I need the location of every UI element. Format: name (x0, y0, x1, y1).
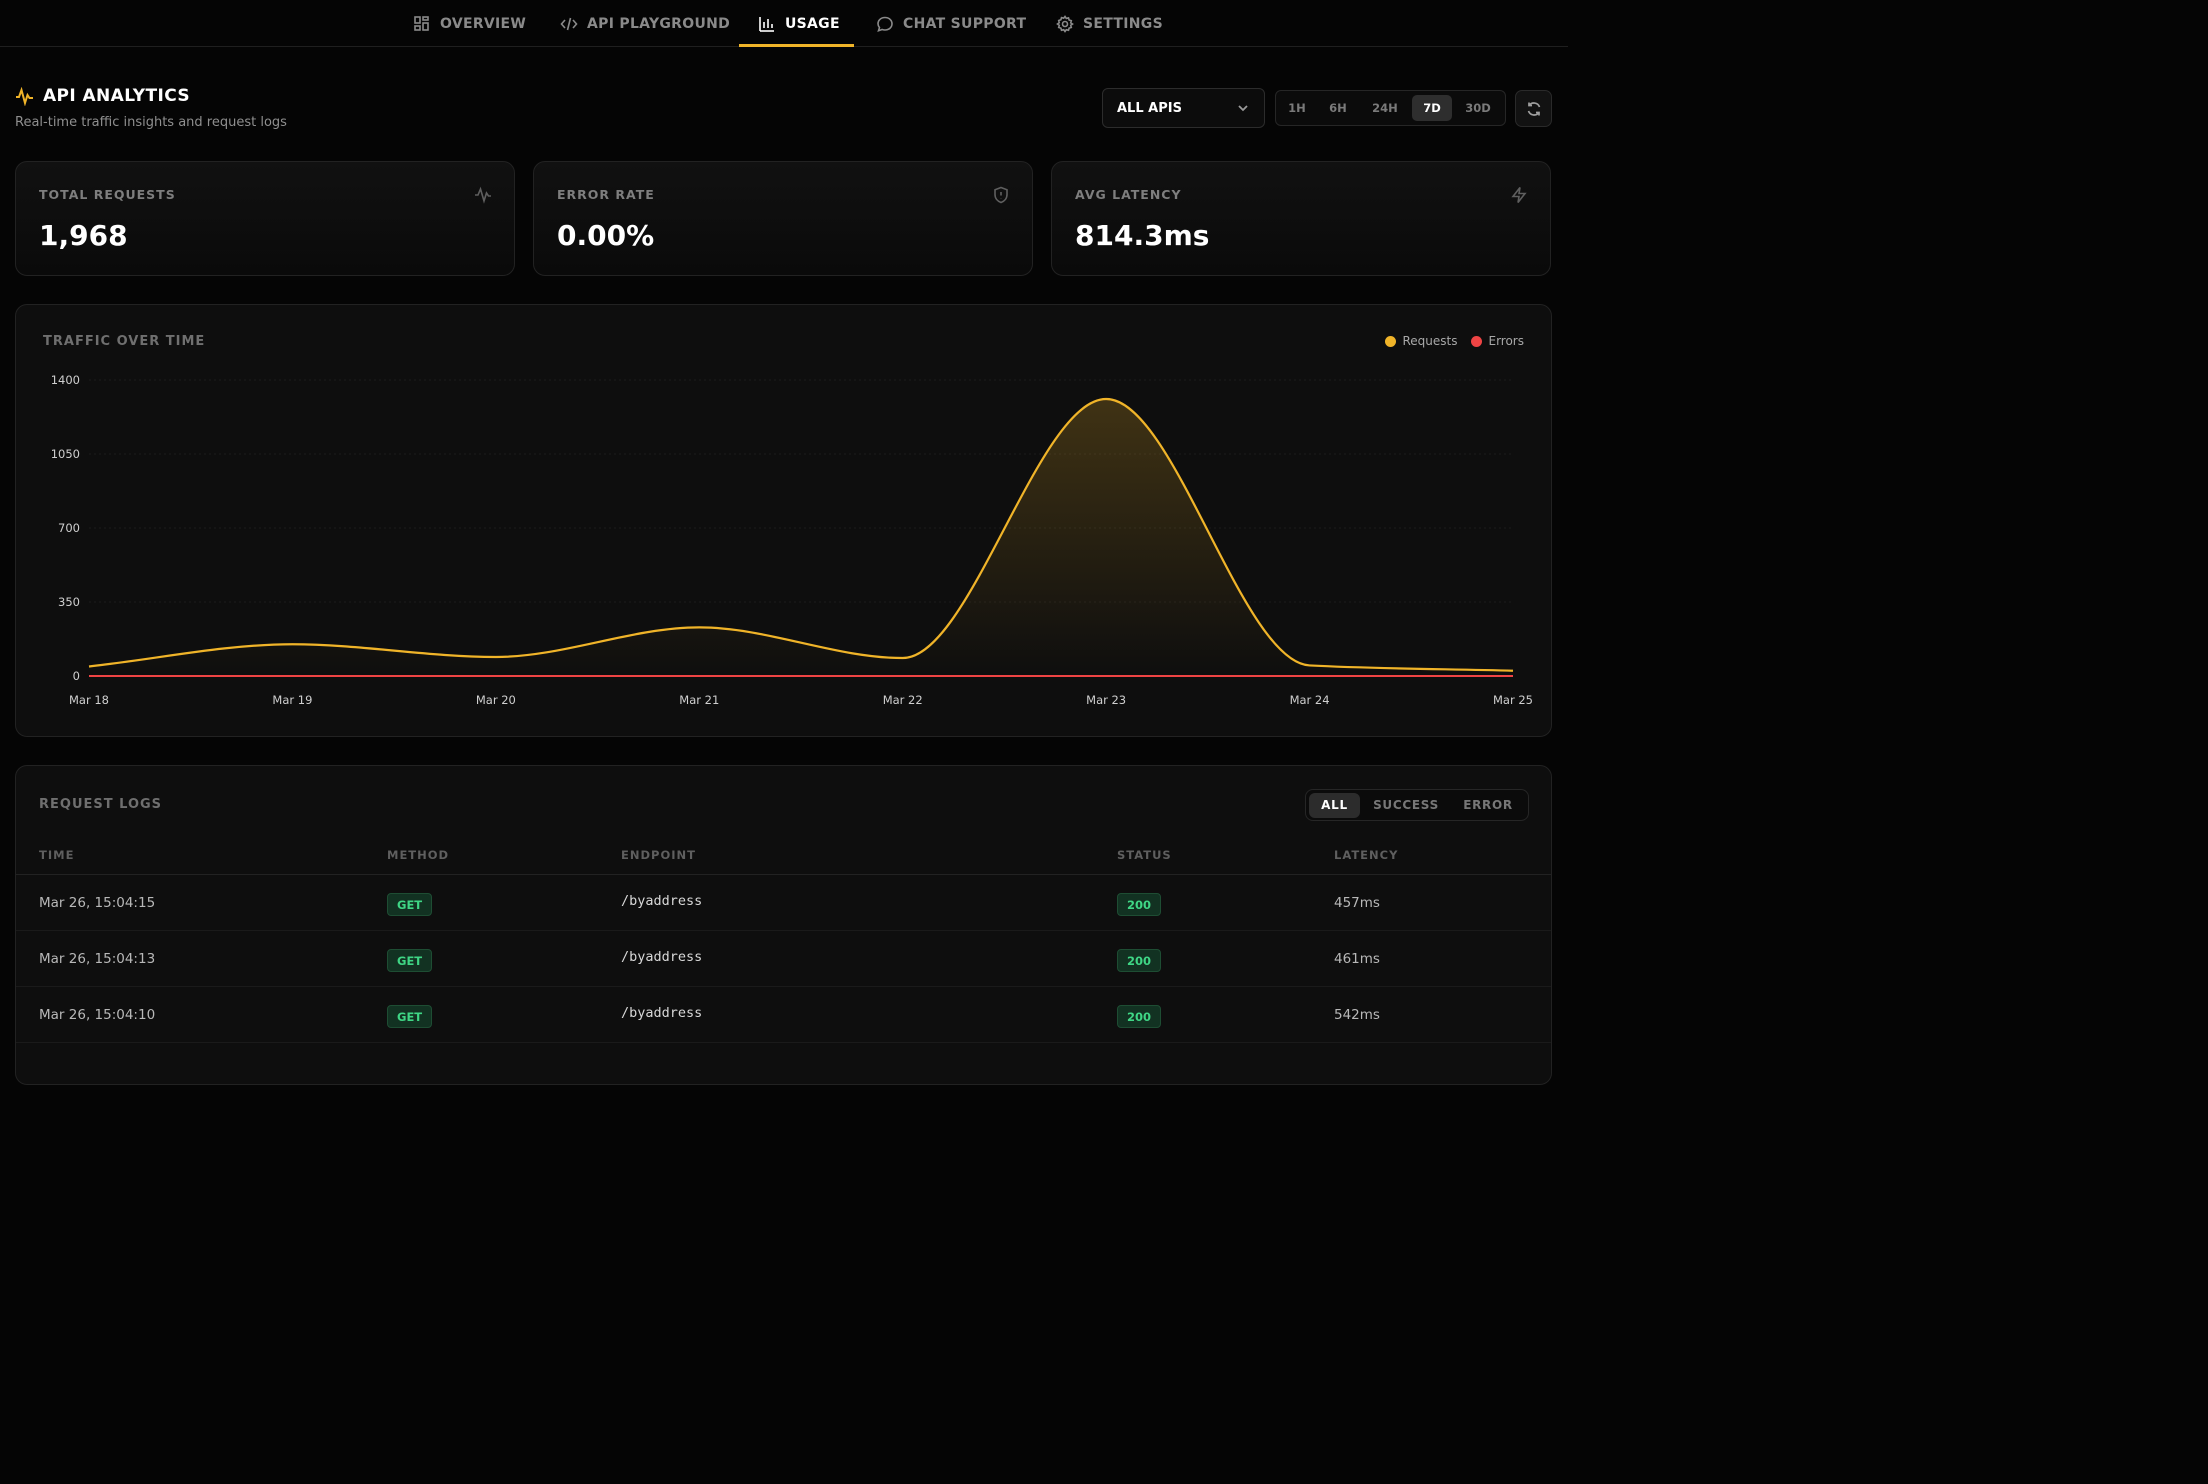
legend-dot (1471, 335, 1483, 347)
api-select-value: ALL APIS (1117, 100, 1182, 116)
stat-value: 1,968 (39, 219, 128, 252)
column-header-time[interactable]: TIME (39, 848, 75, 862)
traffic-chart-card: 0 350 700 1050 1400 Mar 18 Mar 19 Mar 20 Mar 21 M… (15, 304, 1552, 737)
gear-icon (1056, 14, 1074, 33)
method-badge: GET (387, 1005, 433, 1028)
refresh-button[interactable] (1515, 90, 1552, 127)
legend-label: Requests (1402, 334, 1458, 348)
x-tick-label: Mar 25 (1493, 693, 1533, 707)
tab-chat-support[interactable]: CHAT SUPPORT (876, 0, 1026, 47)
page-subtitle: Real-time traffic insights and request l… (15, 115, 287, 130)
stat-value: 0.00% (557, 219, 655, 252)
range-24h[interactable]: 24H (1372, 101, 1398, 115)
code-icon (560, 17, 578, 30)
cell-time: Mar 26, 15:04:10 (39, 1007, 156, 1023)
stat-card-total-requests: TOTAL REQUESTS 1,968 (15, 161, 515, 276)
column-header-endpoint[interactable]: ENDPOINT (621, 848, 696, 862)
status-badge: 200 (1117, 1005, 1162, 1028)
x-tick-label: Mar 20 (476, 693, 516, 707)
chevron-down-icon (1238, 105, 1248, 112)
shield-icon (994, 186, 1008, 204)
y-tick-label: 350 (58, 595, 80, 609)
active-tab-indicator (739, 44, 854, 47)
page-title-text: API ANALYTICS (43, 86, 191, 106)
cell-latency: 457ms (1334, 895, 1380, 911)
legend-item-errors: Errors (1471, 334, 1524, 348)
activity-icon (475, 186, 491, 204)
time-range-selector: 1H 6H 24H 7D 30D (1275, 90, 1506, 126)
zap-icon (1511, 187, 1527, 203)
table-row[interactable]: Mar 26, 15:04:10 GET /byaddress 200 542m… (16, 987, 1551, 1043)
tab-overview[interactable]: OVERVIEW (413, 0, 526, 47)
stat-card-avg-latency: AVG LATENCY 814.3ms (1051, 161, 1551, 276)
tab-settings[interactable]: SETTINGS (1056, 0, 1163, 47)
column-header-status[interactable]: STATUS (1117, 848, 1172, 862)
chart-title: TRAFFIC OVER TIME (43, 334, 206, 349)
api-select[interactable]: ALL APIS (1102, 88, 1265, 128)
y-tick-label: 1050 (51, 447, 80, 461)
tab-usage-label: USAGE (785, 15, 840, 32)
x-tick-label: Mar 23 (1086, 693, 1126, 707)
traffic-chart: 0 350 700 1050 1400 Mar 18 Mar 19 Mar 20 Mar 21 M… (51, 373, 1533, 707)
page-title: API ANALYTICS (15, 86, 190, 106)
logs-title: REQUEST LOGS (39, 797, 163, 812)
requests-line (88, 397, 1514, 672)
y-tick-label: 1400 (51, 373, 80, 387)
cell-time: Mar 26, 15:04:13 (39, 951, 156, 967)
range-30d[interactable]: 30D (1465, 101, 1491, 115)
chart-legend: Requests Errors (1385, 334, 1524, 348)
message-icon (877, 16, 893, 32)
y-tick-label: 0 (73, 669, 80, 683)
stat-label: AVG LATENCY (1075, 187, 1182, 202)
filter-error[interactable]: ERROR (1463, 798, 1513, 812)
x-tick-label: Mar 24 (1290, 693, 1330, 707)
tab-usage[interactable]: USAGE (758, 0, 840, 47)
column-header-method[interactable]: METHOD (387, 848, 450, 862)
tab-settings-label: SETTINGS (1083, 15, 1163, 32)
top-nav: OVERVIEW API PLAYGROUND USAGE CHAT SUPPO… (0, 0, 1568, 47)
cell-latency: 461ms (1334, 951, 1380, 967)
x-tick-label: Mar 21 (679, 693, 719, 707)
status-badge: 200 (1117, 949, 1162, 972)
legend-label: Errors (1488, 334, 1524, 348)
filter-success[interactable]: SUCCESS (1373, 798, 1439, 812)
range-7d[interactable]: 7D (1412, 95, 1452, 121)
y-tick-label: 700 (58, 521, 80, 535)
bar-chart-icon (759, 16, 774, 32)
requests-area (89, 399, 1513, 676)
status-badge: 200 (1117, 893, 1162, 916)
x-tick-label: Mar 19 (272, 693, 312, 707)
tab-api-playground-label: API PLAYGROUND (587, 15, 731, 32)
stat-label: TOTAL REQUESTS (39, 187, 176, 202)
filter-all[interactable]: ALL (1309, 793, 1360, 818)
legend-item-requests: Requests (1385, 334, 1457, 348)
cell-endpoint: /byaddress (621, 949, 703, 965)
tab-chat-support-label: CHAT SUPPORT (903, 15, 1027, 32)
table-row[interactable]: Mar 26, 15:04:15 GET /byaddress 200 457m… (16, 875, 1551, 931)
cell-endpoint: /byaddress (621, 893, 703, 909)
legend-dot (1385, 335, 1397, 347)
log-filter: ALL SUCCESS ERROR (1305, 789, 1529, 821)
table-header-divider (16, 874, 1551, 875)
refresh-icon (1527, 101, 1540, 116)
request-logs-card: REQUEST LOGS ALL SUCCESS ERROR TIME METH… (15, 765, 1552, 1085)
tab-overview-label: OVERVIEW (440, 15, 527, 32)
range-6h[interactable]: 6H (1329, 101, 1347, 115)
stat-label: ERROR RATE (557, 187, 655, 202)
range-1h[interactable]: 1H (1288, 101, 1306, 115)
cell-latency: 542ms (1334, 1007, 1380, 1023)
grid-icon (414, 15, 429, 31)
stat-card-error-rate: ERROR RATE 0.00% (533, 161, 1033, 276)
column-header-latency[interactable]: LATENCY (1334, 848, 1399, 862)
stat-value: 814.3ms (1075, 219, 1210, 252)
x-tick-label: Mar 18 (69, 693, 109, 707)
cell-endpoint: /byaddress (621, 1005, 703, 1021)
method-badge: GET (387, 893, 433, 916)
table-row[interactable]: Mar 26, 15:04:13 GET /byaddress 200 461m… (16, 931, 1551, 987)
activity-icon (16, 86, 33, 106)
tab-api-playground[interactable]: API PLAYGROUND (560, 0, 730, 47)
x-tick-label: Mar 22 (883, 693, 923, 707)
cell-time: Mar 26, 15:04:15 (39, 895, 156, 911)
method-badge: GET (387, 949, 433, 972)
